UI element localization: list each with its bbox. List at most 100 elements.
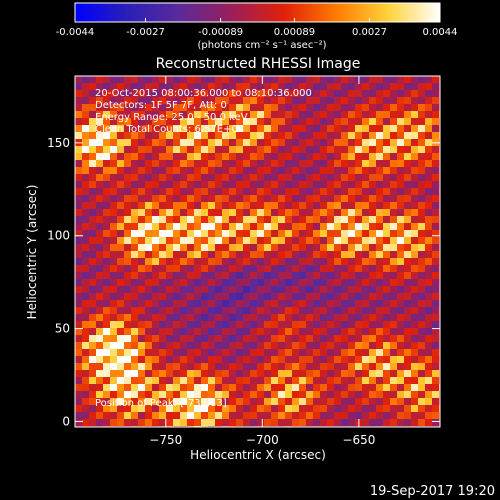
heatmap-cell (271, 286, 278, 293)
heatmap-cell (327, 307, 334, 314)
heatmap-cell (110, 209, 117, 216)
heatmap-cell (96, 251, 103, 258)
heatmap-cell (96, 258, 103, 265)
heatmap-cell (131, 244, 138, 251)
heatmap-cell (96, 363, 103, 370)
heatmap-cell (292, 349, 299, 356)
heatmap-cell (383, 244, 390, 251)
heatmap-cell (82, 307, 89, 314)
heatmap-cell (257, 335, 264, 342)
heatmap-cell (82, 111, 89, 118)
heatmap-cell (257, 202, 264, 209)
heatmap-cell (369, 307, 376, 314)
heatmap-cell (257, 251, 264, 258)
heatmap-cell (341, 370, 348, 377)
heatmap-cell (131, 216, 138, 223)
heatmap-cell (390, 342, 397, 349)
heatmap-cell (390, 244, 397, 251)
heatmap-cell (299, 412, 306, 419)
heatmap-cell (271, 90, 278, 97)
heatmap-cell (194, 321, 201, 328)
heatmap-cell (411, 300, 418, 307)
heatmap-cell (117, 356, 124, 363)
heatmap-cell (117, 181, 124, 188)
heatmap-cell (124, 111, 131, 118)
heatmap-cell (425, 391, 432, 398)
heatmap-cell (320, 160, 327, 167)
heatmap-cell (334, 111, 341, 118)
heatmap-cell (222, 237, 229, 244)
heatmap-cell (75, 181, 82, 188)
heatmap-cell (313, 307, 320, 314)
heatmap-cell (369, 195, 376, 202)
heatmap-cell (180, 118, 187, 125)
heatmap-cell (369, 356, 376, 363)
heatmap-cell (285, 181, 292, 188)
heatmap-cell (292, 370, 299, 377)
heatmap-cell (418, 139, 425, 146)
heatmap-cell (159, 405, 166, 412)
heatmap-cell (117, 398, 124, 405)
heatmap-cell (285, 349, 292, 356)
heatmap-cell (229, 153, 236, 160)
heatmap-cell (82, 377, 89, 384)
heatmap-cell (285, 90, 292, 97)
heatmap-cell (348, 384, 355, 391)
heatmap-cell (327, 300, 334, 307)
heatmap-cell (201, 370, 208, 377)
heatmap-cell (306, 349, 313, 356)
heatmap-cell (138, 132, 145, 139)
heatmap-cell (159, 384, 166, 391)
heatmap-cell (320, 265, 327, 272)
heatmap-cell (89, 244, 96, 251)
heatmap-cell (320, 251, 327, 258)
heatmap-cell (278, 286, 285, 293)
heatmap-cell (383, 328, 390, 335)
heatmap-cell (187, 244, 194, 251)
heatmap-cell (243, 321, 250, 328)
heatmap-cell (194, 419, 201, 426)
heatmap-cell (355, 342, 362, 349)
heatmap-cell (320, 300, 327, 307)
heatmap-cell (103, 216, 110, 223)
heatmap-cell (201, 384, 208, 391)
heatmap-cell (75, 335, 82, 342)
heatmap-cell (327, 83, 334, 90)
heatmap-cell (278, 412, 285, 419)
heatmap-cell (327, 251, 334, 258)
heatmap-cell (180, 286, 187, 293)
heatmap-cell (425, 223, 432, 230)
heatmap-cell (96, 90, 103, 97)
heatmap-cell (278, 223, 285, 230)
heatmap-cell (194, 370, 201, 377)
heatmap-cell (362, 279, 369, 286)
heatmap-cell (124, 328, 131, 335)
heatmap-cell (432, 251, 439, 258)
heatmap-cell (187, 223, 194, 230)
heatmap-cell (222, 104, 229, 111)
heatmap-cell (348, 265, 355, 272)
heatmap-cell (334, 412, 341, 419)
heatmap-cell (362, 174, 369, 181)
heatmap-cell (187, 251, 194, 258)
heatmap-cell (271, 363, 278, 370)
heatmap-cell (306, 328, 313, 335)
heatmap-cell (201, 419, 208, 426)
heatmap-cell (208, 286, 215, 293)
heatmap-cell (250, 251, 257, 258)
heatmap-cell (201, 237, 208, 244)
heatmap-cell (278, 279, 285, 286)
heatmap-cell (236, 244, 243, 251)
heatmap-cell (180, 181, 187, 188)
heatmap-cell (404, 146, 411, 153)
heatmap-cell (369, 412, 376, 419)
heatmap-cell (96, 286, 103, 293)
heatmap-cell (110, 160, 117, 167)
heatmap-cell (180, 237, 187, 244)
heatmap-cell (320, 370, 327, 377)
heatmap-cell (173, 90, 180, 97)
heatmap-cell (278, 300, 285, 307)
heatmap-cell (89, 153, 96, 160)
heatmap-cell (194, 167, 201, 174)
heatmap-cell (348, 370, 355, 377)
